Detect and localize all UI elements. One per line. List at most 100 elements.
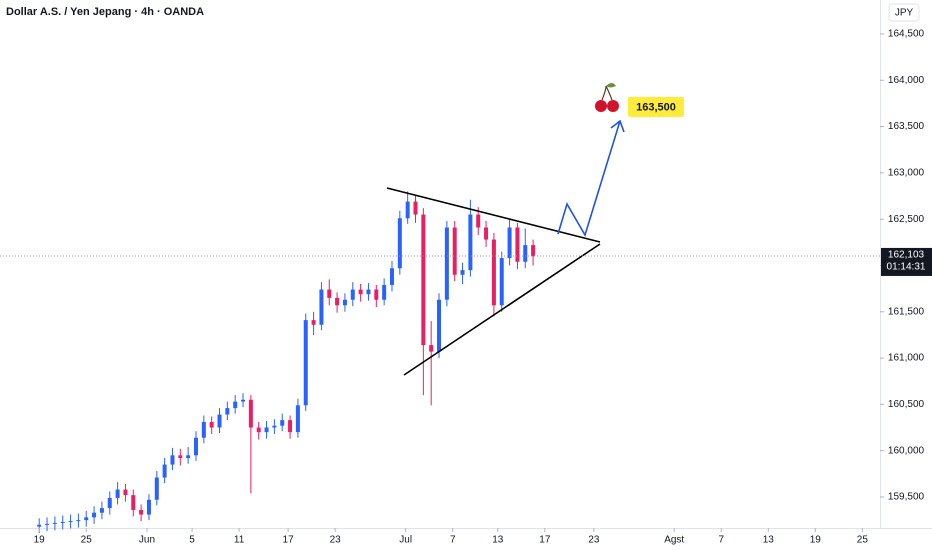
y-tick-label: 159,500 (888, 492, 925, 503)
y-tick-label: 164,500 (888, 29, 925, 40)
candle-body (115, 489, 120, 498)
x-tick-label: 13 (763, 535, 775, 546)
currency-label[interactable]: JPY (895, 8, 914, 19)
triangle-upper-line (386, 187, 601, 243)
candle-body (397, 218, 402, 269)
candle-body (84, 517, 89, 521)
candle-body (241, 399, 246, 402)
candle-body (68, 521, 73, 523)
candle-body (37, 524, 42, 527)
candle-body (288, 420, 293, 433)
x-tick-label: 19 (34, 535, 46, 546)
candle-body (146, 499, 151, 515)
x-tick-label: 25 (81, 535, 93, 546)
x-tick-label: 25 (857, 535, 869, 546)
y-tick-label: 161,500 (888, 306, 925, 317)
currency-box[interactable] (888, 3, 920, 22)
candle-body (515, 227, 520, 262)
candle-body (452, 227, 457, 275)
x-tick-label: 11 (234, 535, 245, 546)
candle-body (162, 464, 167, 478)
plot-area (37, 191, 536, 534)
candle-body (484, 227, 489, 240)
candle-body (52, 522, 57, 524)
candle-body (248, 399, 253, 428)
candle-body (201, 421, 206, 438)
y-tick-label: 163,500 (888, 121, 925, 132)
candle-body (76, 520, 81, 522)
candle-body (178, 455, 183, 459)
candle-body (437, 299, 442, 352)
candle-body (92, 512, 97, 518)
candle-body (131, 495, 136, 510)
x-tick-label: 13 (492, 535, 504, 546)
candle-body (476, 214, 481, 228)
x-tick-label: Jun (139, 535, 155, 546)
x-tick-label: 23 (588, 535, 600, 546)
candle-body (491, 239, 496, 306)
candle-body (170, 455, 175, 465)
candle-body (272, 425, 277, 428)
candle-body (303, 320, 308, 406)
candle-body (358, 289, 363, 295)
candle-body (311, 320, 316, 325)
y-tick-label: 163,000 (888, 168, 925, 179)
candle-body (225, 408, 230, 415)
candle-body (327, 289, 332, 298)
candle-body (209, 421, 214, 428)
last-price-box (881, 247, 932, 276)
cherry-icon (595, 83, 619, 112)
y-tick-label: 160,000 (888, 445, 925, 456)
candle-body (421, 214, 426, 346)
projection-arrow (557, 120, 621, 237)
y-tick-label: 164,000 (888, 75, 925, 86)
candle-body (382, 284, 387, 300)
candle-body (366, 289, 371, 295)
chart-title: Dollar A.S. / Yen Jepang · 4h · OANDA (6, 6, 204, 18)
candle-body (531, 245, 536, 257)
candle-body (256, 427, 261, 433)
x-tick-label: Agst (664, 535, 684, 546)
x-tick-label: 17 (539, 535, 551, 546)
target-box (628, 97, 684, 117)
y-tick-label: 161,000 (888, 353, 925, 364)
candle-body (217, 414, 222, 428)
candle-body (460, 270, 465, 275)
candle-body (507, 227, 512, 259)
candle-body (405, 201, 410, 219)
candle-body (413, 201, 418, 215)
x-tick-label: Jul (399, 535, 412, 546)
y-tick-label: 162,500 (888, 214, 925, 225)
candle-body (99, 508, 104, 513)
candle-body (107, 497, 112, 509)
y-tick-label: 160,500 (888, 399, 925, 410)
candle-body (264, 427, 269, 433)
candle-body (193, 437, 198, 456)
candle-body (523, 245, 528, 262)
candle-body (60, 521, 65, 523)
candle-body (280, 420, 285, 426)
candle-body (186, 455, 191, 459)
candle-body (499, 258, 504, 306)
candle-body (350, 289, 355, 300)
countdown-label: 01:14:31 (887, 262, 926, 273)
candle-body (389, 268, 394, 285)
arrow-head (610, 119, 625, 133)
candle-body (123, 489, 128, 496)
x-tick-label: 7 (450, 535, 456, 546)
candle-body (429, 345, 434, 352)
candle-body (319, 289, 324, 325)
candle-body (295, 405, 300, 433)
candle-body (444, 227, 449, 300)
candle-body (342, 299, 347, 306)
candle-body (335, 297, 340, 306)
x-tick-label: 23 (330, 535, 342, 546)
x-tick-label: 7 (718, 535, 724, 546)
candle-body (374, 289, 379, 300)
x-tick-label: 5 (189, 535, 195, 546)
candle-body (139, 509, 144, 515)
candle-body (468, 214, 473, 271)
candle-body (45, 523, 50, 525)
